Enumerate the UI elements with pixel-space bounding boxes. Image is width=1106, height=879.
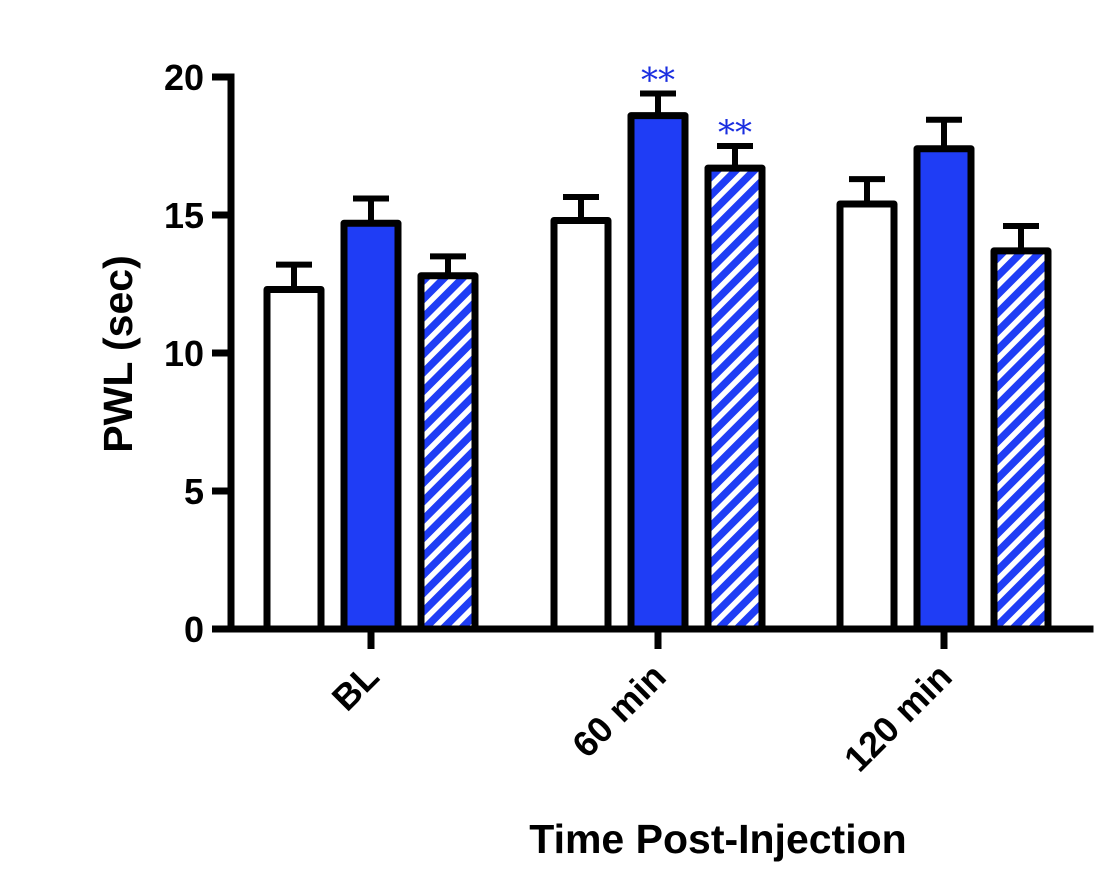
bar <box>417 272 479 633</box>
bar <box>913 145 975 633</box>
x-tick-label: 60 min <box>564 656 674 766</box>
bar <box>340 219 402 633</box>
x-ticks: BL 60 min 120 min <box>324 629 960 779</box>
y-axis-title: PWL (sec) <box>95 255 141 452</box>
x-tick-label: BL <box>324 656 387 719</box>
significance-marker: ** <box>641 61 675 101</box>
y-tick-label: 0 <box>184 609 204 650</box>
bar <box>704 164 766 633</box>
y-tick-label: 10 <box>164 333 204 374</box>
y-tick-label: 5 <box>184 471 204 512</box>
y-ticks: 0 5 10 15 20 <box>164 57 231 650</box>
bar <box>263 286 325 633</box>
y-tick-label: 20 <box>164 57 204 98</box>
bar <box>550 217 612 633</box>
x-tick-label: 120 min <box>836 656 960 780</box>
chart-marks: ** ** <box>263 61 1052 633</box>
bar <box>627 112 689 633</box>
bar <box>990 247 1052 633</box>
x-axis-title: Time Post-Injection <box>529 816 906 862</box>
bar <box>836 200 898 633</box>
y-tick-label: 15 <box>164 195 204 236</box>
significance-marker: ** <box>718 113 752 153</box>
